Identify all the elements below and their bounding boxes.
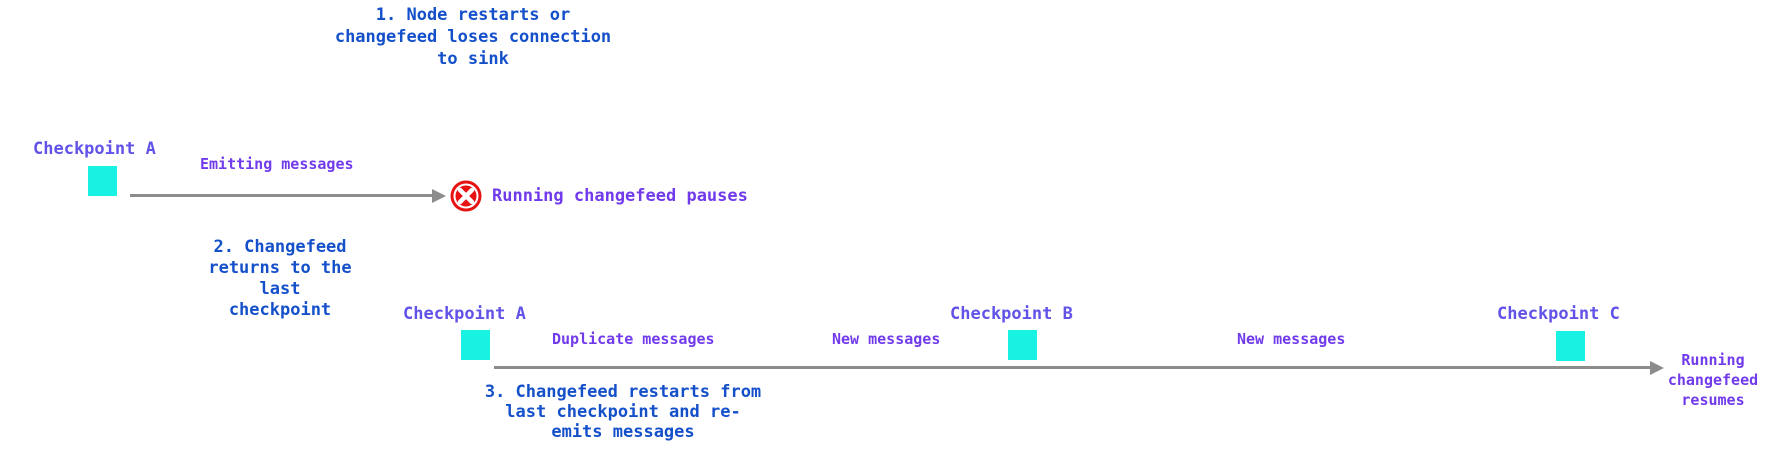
checkpoint-a-label-top: Checkpoint A <box>33 139 156 159</box>
checkpoint-b-label: Checkpoint B <box>950 304 1073 324</box>
timeline-arrow-bottom <box>494 366 1650 369</box>
step-2-note: 2. Changefeed returns to the last checkp… <box>208 237 352 320</box>
resume-label: Running changefeed resumes <box>1667 351 1759 409</box>
step-1-note: 1. Node restarts or changefeed loses con… <box>334 5 612 69</box>
checkpoint-b-square <box>1008 330 1037 360</box>
checkpoint-c-square <box>1556 331 1585 361</box>
checkpoint-a-square-bottom <box>461 330 490 360</box>
checkpoint-a-label-bottom: Checkpoint A <box>403 304 526 324</box>
timeline-arrowhead-bottom <box>1650 361 1664 375</box>
timeline-arrowhead-top <box>432 189 446 203</box>
crossed-circle-icon <box>450 180 482 212</box>
pause-label: Running changefeed pauses <box>492 186 748 206</box>
checkpoint-c-label: Checkpoint C <box>1497 304 1620 324</box>
step-3-note: 3. Changefeed restarts from last checkpo… <box>484 382 762 442</box>
emitting-messages-label: Emitting messages <box>200 155 354 173</box>
new-messages-label-2: New messages <box>1237 330 1346 348</box>
new-messages-label-1: New messages <box>832 330 941 348</box>
duplicate-messages-label: Duplicate messages <box>552 330 715 348</box>
checkpoint-a-square-top <box>88 166 117 196</box>
timeline-arrow-top <box>130 194 432 197</box>
